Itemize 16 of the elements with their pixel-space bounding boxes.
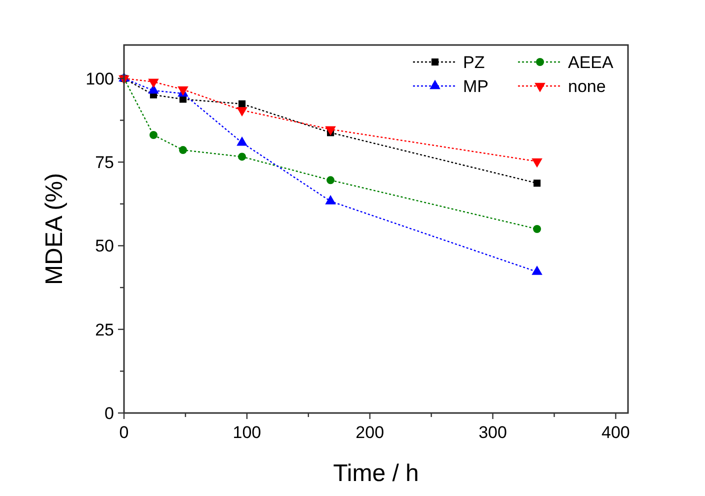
x-tick-label: 100 (232, 423, 262, 442)
x-tick-label: 300 (478, 423, 507, 442)
legend-label: AEEA (568, 53, 614, 72)
y-tick-label: 75 (95, 153, 114, 172)
y-tick-label: 50 (95, 236, 114, 256)
legend-label: PZ (463, 53, 485, 72)
y-tick-label: 100 (86, 69, 114, 88)
y-tick-label: 25 (95, 320, 114, 340)
y-tick-label: 0 (104, 404, 114, 423)
x-tick-label: 0 (119, 423, 129, 442)
x-tick-label: 400 (602, 423, 630, 442)
x-axis-title: Time / h (333, 460, 419, 487)
y-axis-title: MDEA (%) (41, 172, 68, 286)
legend-label: none (568, 77, 606, 96)
x-tick-label: 200 (356, 423, 384, 442)
legend-label: MP (463, 77, 488, 96)
